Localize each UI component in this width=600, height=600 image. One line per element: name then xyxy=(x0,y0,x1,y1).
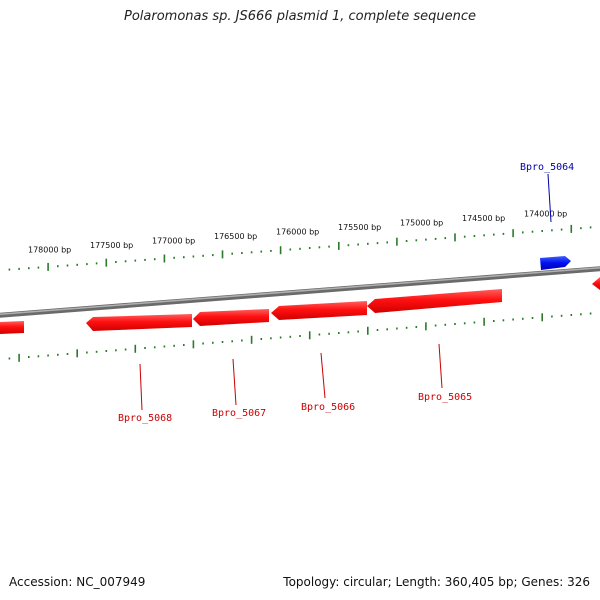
ruler-label: 174000 bp xyxy=(524,209,567,218)
gene-arrow-bpro-5067[interactable] xyxy=(193,309,269,326)
gene-arrow-bpro-5066[interactable] xyxy=(271,301,367,320)
gene-arrow-bpro-5068[interactable] xyxy=(86,314,192,331)
ruler-labels: 178000 bp 177500 bp 177000 bp 176500 bp 1760… xyxy=(28,209,567,254)
backbone-arc xyxy=(0,266,600,318)
gene-label-bpro-5068[interactable]: Bpro_5068 xyxy=(118,413,172,424)
ruler-label: 175500 bp xyxy=(338,223,381,232)
gene-arrow-left-edge[interactable] xyxy=(0,321,24,334)
ruler-label: 176000 bp xyxy=(276,228,319,237)
upper-tick-ring xyxy=(8,224,592,271)
label-leader-lines xyxy=(139,173,552,411)
gene-label-bpro-5066[interactable]: Bpro_5066 xyxy=(301,402,355,413)
gene-label-bpro-5067[interactable]: Bpro_5067 xyxy=(212,408,266,419)
gene-arrow-bpro-5064[interactable] xyxy=(540,256,571,270)
ruler-label: 176500 bp xyxy=(214,232,257,241)
gene-label-bpro-5065[interactable]: Bpro_5065 xyxy=(418,392,472,403)
accession-text: Accession: NC_007949 xyxy=(9,575,146,589)
lower-tick-ring xyxy=(8,312,592,362)
ruler-label: 175000 bp xyxy=(400,219,443,228)
gene-arrow-bpro-5065[interactable] xyxy=(367,289,502,313)
ruler-label: 177000 bp xyxy=(152,236,195,245)
topology-summary: Topology: circular; Length: 360,405 bp; … xyxy=(283,575,590,589)
ruler-label: 178000 bp xyxy=(28,245,71,254)
gene-arrow-right-edge[interactable] xyxy=(592,277,600,290)
map-title: Polaromonas sp. JS666 plasmid 1, complet… xyxy=(123,9,476,24)
ruler-label: 174500 bp xyxy=(462,214,505,223)
gene-label-bpro-5064[interactable]: Bpro_5064 xyxy=(520,162,574,173)
reverse-strand-genes xyxy=(0,277,600,334)
ruler-label: 177500 bp xyxy=(90,241,133,250)
